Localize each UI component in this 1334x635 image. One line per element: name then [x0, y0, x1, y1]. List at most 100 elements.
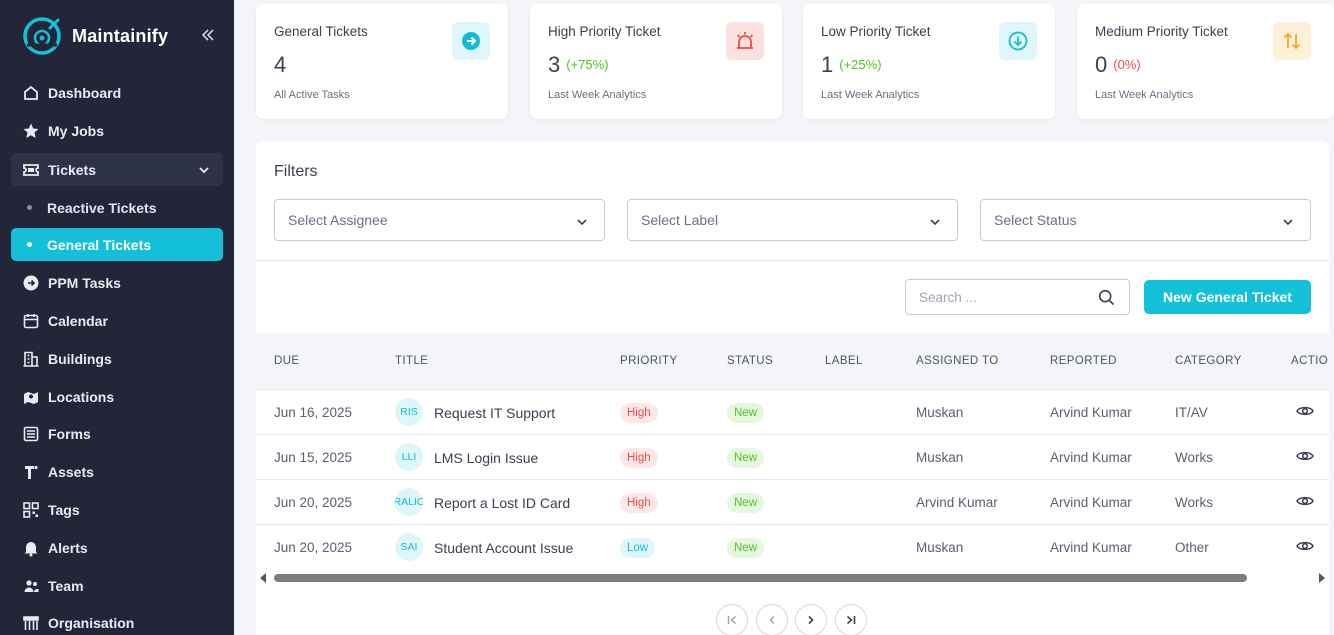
ticket-title[interactable]: Request IT Support	[434, 405, 556, 421]
eye-icon[interactable]	[1296, 539, 1314, 558]
chevron-down-icon	[1282, 215, 1294, 231]
sidebar-item-ppm-tasks[interactable]: PPM Tasks	[11, 266, 223, 299]
stat-value: 4	[274, 52, 287, 77]
stat-card-high-priority: High Priority Ticket 3 (+75%) Last Week A…	[530, 4, 782, 119]
column-header-due[interactable]: DUE	[274, 355, 300, 367]
sidebar: Maintainify Dashboard My Jobs Tickets Re…	[0, 0, 234, 635]
sidebar-item-general-tickets[interactable]: General Tickets	[11, 228, 223, 261]
sidebar-item-team[interactable]: Team	[11, 569, 223, 602]
table-row[interactable]: Jun 20, 2025 SAI Student Account Issue L…	[256, 525, 1329, 570]
arrow-down-circle-icon	[999, 22, 1037, 60]
scrollbar-thumb[interactable]	[274, 574, 1247, 582]
stat-title: Low Priority Ticket	[821, 24, 931, 39]
status-select[interactable]: Select Status	[980, 199, 1311, 241]
select-placeholder: Select Status	[994, 212, 1077, 228]
assigned-to: Muskan	[916, 450, 964, 465]
category: Works	[1175, 450, 1214, 465]
due-date: Jun 16, 2025	[274, 405, 353, 420]
sidebar-item-tags[interactable]: Tags	[11, 493, 223, 526]
column-header-assigned-to[interactable]: ASSIGNED TO	[916, 355, 999, 367]
asset-icon	[21, 462, 41, 482]
sidebar-item-locations[interactable]: Locations	[11, 380, 223, 413]
sidebar-item-label: Tickets	[48, 161, 96, 178]
eye-icon[interactable]	[1296, 494, 1314, 513]
reported-by: Arvind Kumar	[1050, 495, 1132, 510]
category: Works	[1175, 495, 1214, 510]
sidebar-item-calendar[interactable]: Calendar	[11, 304, 223, 337]
column-header-priority[interactable]: PRIORITY	[620, 355, 678, 367]
column-header-title[interactable]: TITLE	[395, 355, 429, 367]
sidebar-item-assets[interactable]: Assets	[11, 455, 223, 488]
scroll-right-icon[interactable]	[1319, 573, 1325, 583]
stat-subtitle: Last Week Analytics	[548, 89, 647, 101]
scroll-left-icon[interactable]	[260, 573, 266, 583]
stat-subtitle: Last Week Analytics	[821, 89, 920, 101]
next-page-button[interactable]	[795, 604, 827, 635]
alarm-icon	[726, 22, 764, 60]
sidebar-item-alerts[interactable]: Alerts	[11, 531, 223, 564]
column-header-label[interactable]: LABEL	[825, 355, 863, 367]
stat-value: 1 (+25%)	[821, 52, 882, 77]
table-row[interactable]: Jun 15, 2025 LLI LMS Login Issue High Ne…	[256, 435, 1329, 480]
sidebar-item-reactive-tickets[interactable]: Reactive Tickets	[11, 191, 223, 224]
avatar: RIS	[395, 398, 423, 426]
priority-badge: High	[620, 403, 658, 423]
stat-card-medium-priority: Medium Priority Ticket 0 (0%) Last Week A…	[1077, 4, 1334, 119]
sidebar-item-forms[interactable]: Forms	[11, 417, 223, 450]
logo-icon	[23, 17, 61, 55]
assigned-to: Muskan	[916, 405, 964, 420]
search-icon[interactable]	[1098, 289, 1115, 311]
stat-value: 3 (+75%)	[548, 52, 609, 77]
ticket-title[interactable]: Report a Lost ID Card	[434, 495, 571, 511]
table-row[interactable]: Jun 20, 2025 RALIC Report a Lost ID Card…	[256, 480, 1329, 525]
stat-title: General Tickets	[274, 24, 368, 39]
sidebar-item-label: PPM Tasks	[48, 274, 121, 291]
calendar-icon	[21, 311, 41, 331]
chevron-down-icon	[198, 163, 210, 179]
sidebar-item-tickets[interactable]: Tickets	[11, 153, 223, 186]
organisation-icon	[21, 613, 41, 633]
eye-icon[interactable]	[1296, 449, 1314, 468]
divider	[256, 260, 1329, 261]
sidebar-item-label: Alerts	[48, 539, 88, 556]
sidebar-item-buildings[interactable]: Buildings	[11, 342, 223, 375]
sidebar-item-label: Buildings	[48, 350, 112, 367]
prev-page-button[interactable]	[756, 604, 788, 635]
sidebar-item-organisation[interactable]: Organisation	[11, 606, 223, 635]
new-general-ticket-button[interactable]: New General Ticket	[1144, 280, 1311, 314]
brand[interactable]: Maintainify	[21, 14, 168, 58]
horizontal-scrollbar[interactable]	[256, 571, 1329, 585]
priority-badge: High	[620, 493, 658, 513]
sidebar-item-label: Forms	[48, 425, 91, 442]
stat-card-general: General Tickets 4 All Active Tasks	[256, 4, 508, 119]
sidebar-item-label: Organisation	[48, 614, 135, 631]
table-row[interactable]: Jun 16, 2025 RIS Request IT Support High…	[256, 390, 1329, 435]
due-date: Jun 20, 2025	[274, 540, 353, 555]
stat-value: 0 (0%)	[1095, 52, 1141, 77]
stat-delta: (0%)	[1113, 57, 1141, 72]
ticket-title[interactable]: Student Account Issue	[434, 540, 574, 556]
ticket-icon	[21, 160, 41, 180]
reported-by: Arvind Kumar	[1050, 540, 1132, 555]
label-select[interactable]: Select Label	[627, 199, 958, 241]
eye-icon[interactable]	[1296, 404, 1314, 423]
assignee-select[interactable]: Select Assignee	[274, 199, 605, 241]
team-icon	[21, 576, 41, 596]
qr-icon	[21, 500, 41, 520]
column-header-status[interactable]: STATUS	[727, 355, 774, 367]
select-placeholder: Select Label	[641, 212, 719, 228]
filters-title: Filters	[274, 163, 318, 180]
chevron-right-icon	[808, 615, 814, 625]
last-page-button[interactable]	[835, 604, 867, 635]
sidebar-item-label: Team	[48, 577, 84, 594]
column-header-reported[interactable]: REPORTED	[1050, 355, 1117, 367]
category: Other	[1175, 540, 1209, 555]
column-header-category[interactable]: CATEGORY	[1175, 355, 1242, 367]
ticket-title[interactable]: LMS Login Issue	[434, 450, 539, 466]
star-icon	[21, 121, 41, 141]
sidebar-item-my-jobs[interactable]: My Jobs	[11, 114, 223, 147]
first-page-button[interactable]	[716, 604, 748, 635]
collapse-sidebar-icon[interactable]	[199, 27, 217, 45]
search-input[interactable]	[906, 280, 1086, 314]
sidebar-item-dashboard[interactable]: Dashboard	[11, 76, 223, 109]
